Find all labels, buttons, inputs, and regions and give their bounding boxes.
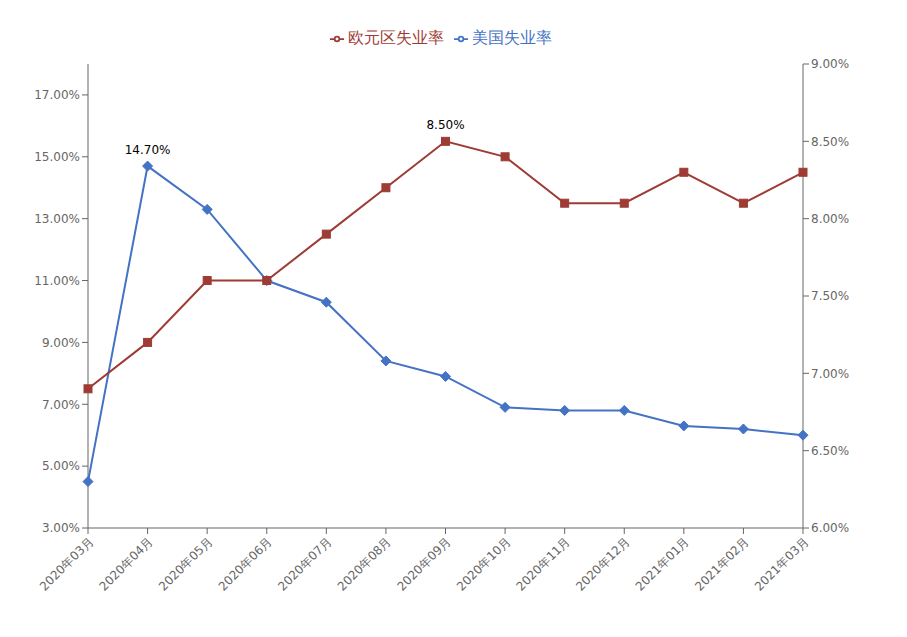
svg-text:5.00%: 5.00% <box>42 459 80 473</box>
svg-text:15.00%: 15.00% <box>34 150 80 164</box>
svg-text:2020年07月: 2020年07月 <box>275 534 334 593</box>
svg-text:2020年12月: 2020年12月 <box>573 534 632 593</box>
svg-text:9.00%: 9.00% <box>42 336 80 350</box>
svg-text:7.00%: 7.00% <box>811 367 849 381</box>
svg-text:6.50%: 6.50% <box>811 444 849 458</box>
svg-text:2021年02月: 2021年02月 <box>692 534 751 593</box>
svg-text:2020年03月: 2020年03月 <box>37 534 96 593</box>
svg-text:2020年09月: 2020年09月 <box>394 534 453 593</box>
svg-text:2020年10月: 2020年10月 <box>454 534 513 593</box>
svg-text:2020年08月: 2020年08月 <box>335 534 394 593</box>
svg-text:2021年03月: 2021年03月 <box>752 534 811 593</box>
svg-text:11.00%: 11.00% <box>34 274 80 288</box>
svg-text:14.70%: 14.70% <box>125 143 171 157</box>
svg-text:2020年06月: 2020年06月 <box>216 534 275 593</box>
svg-text:3.00%: 3.00% <box>42 521 80 535</box>
svg-text:17.00%: 17.00% <box>34 88 80 102</box>
svg-text:2021年01月: 2021年01月 <box>633 534 692 593</box>
svg-text:6.00%: 6.00% <box>811 521 849 535</box>
svg-text:2020年05月: 2020年05月 <box>156 534 215 593</box>
svg-text:8.00%: 8.00% <box>811 212 849 226</box>
svg-text:2020年11月: 2020年11月 <box>514 534 573 593</box>
svg-text:8.50%: 8.50% <box>811 135 849 149</box>
svg-text:9.00%: 9.00% <box>811 57 849 71</box>
html-text:美国失业率: 美国失业率 <box>471 28 552 47</box>
html-text:欧元区失业率: 欧元区失业率 <box>347 28 444 47</box>
svg-text:7.50%: 7.50% <box>811 289 849 303</box>
svg-text:8.50%: 8.50% <box>426 118 464 132</box>
svg-text:2020年04月: 2020年04月 <box>96 534 155 593</box>
svg-text:7.00%: 7.00% <box>42 398 80 412</box>
svg-text:13.00%: 13.00% <box>34 212 80 226</box>
